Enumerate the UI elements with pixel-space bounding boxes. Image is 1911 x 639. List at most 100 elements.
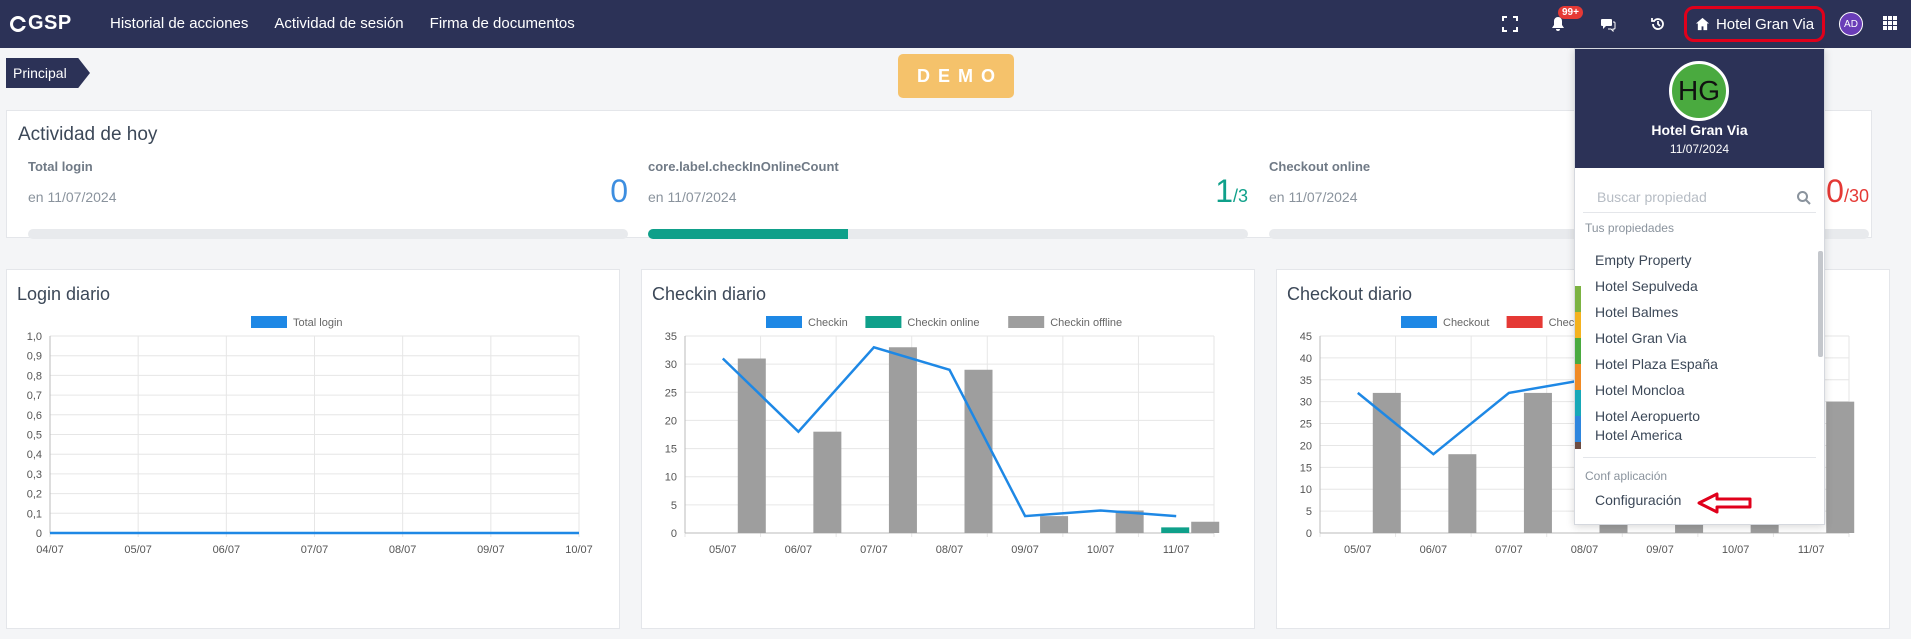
property-color-swatch	[1575, 416, 1581, 442]
y-tick-label: 0,9	[27, 351, 42, 363]
stat-date: en 11/07/2024	[1269, 189, 1358, 205]
section-label-app: Conf aplicación	[1585, 469, 1668, 483]
bar	[1826, 401, 1855, 533]
y-tick-label: 40	[1300, 353, 1312, 365]
bar	[1161, 527, 1190, 533]
y-tick-label: 15	[665, 444, 677, 456]
x-tick-label: 08/07	[936, 544, 964, 556]
x-tick-label: 05/07	[124, 544, 152, 556]
stat-date: en 11/07/2024	[648, 189, 737, 205]
legend-label: Check	[1549, 317, 1581, 329]
property-item-sepulveda[interactable]: Hotel Sepulveda	[1595, 278, 1698, 294]
legend-label: Checkin offline	[1050, 317, 1122, 329]
stat-progress-fill	[648, 229, 848, 239]
legend-label: Total login	[293, 317, 343, 329]
property-date: 11/07/2024	[1669, 142, 1730, 156]
property-item-moncloa[interactable]: Hotel Moncloa	[1595, 382, 1685, 398]
y-tick-label: 0,4	[27, 449, 42, 461]
stat-progress-bar	[1269, 229, 1869, 239]
property-item-aeropuerto[interactable]: Hotel Aeropuerto	[1595, 408, 1701, 424]
y-tick-label: 45	[1300, 331, 1312, 343]
stat-checkin-online: core.label.checkInOnlineCount en 11/07/2…	[648, 159, 1248, 239]
top-navbar: GSP Historial de acciones Actividad de s…	[0, 0, 1911, 48]
property-item-plaza-espana[interactable]: Hotel Plaza España	[1595, 356, 1718, 372]
nav-link-historial[interactable]: Historial de acciones	[110, 15, 249, 32]
y-tick-label: 20	[1300, 440, 1312, 452]
property-list: Empty Property Hotel Sepulveda Hotel Bal…	[1575, 242, 1813, 449]
y-tick-label: 25	[665, 387, 677, 399]
y-tick-label: 35	[1300, 375, 1312, 387]
stat-date: en 11/07/2024	[28, 189, 117, 205]
nav-link-actividad[interactable]: Actividad de sesión	[274, 15, 404, 32]
x-tick-label: 06/07	[1420, 544, 1448, 556]
chat-icon[interactable]	[1598, 14, 1618, 34]
property-item-balmes[interactable]: Hotel Balmes	[1595, 304, 1679, 320]
x-tick-label: 09/07	[1011, 544, 1039, 556]
section-label-properties: Tus propiedades	[1585, 221, 1674, 235]
stat-label: Checkout online	[1269, 159, 1371, 174]
x-tick-label: 11/07	[1163, 544, 1190, 556]
logo-text: GSP	[28, 12, 72, 34]
y-tick-label: 35	[665, 331, 677, 343]
bar	[1523, 392, 1552, 533]
property-color-swatch	[1575, 286, 1581, 312]
property-dropdown: HG Hotel Gran Via 11/07/2024 Buscar prop…	[1574, 48, 1825, 525]
breadcrumb[interactable]: Principal	[6, 58, 90, 88]
legend-swatch	[865, 316, 902, 328]
property-color-swatch	[1575, 338, 1581, 364]
nav-links: Historial de acciones Actividad de sesió…	[110, 15, 575, 32]
y-tick-label: 1,0	[27, 331, 42, 343]
property-selector-button[interactable]: Hotel Gran Via	[1684, 6, 1825, 42]
x-tick-label: 08/07	[389, 544, 417, 556]
property-name: Hotel Gran Via	[1651, 122, 1748, 138]
user-avatar[interactable]: AD	[1839, 12, 1863, 36]
nav-link-firma[interactable]: Firma de documentos	[429, 15, 575, 32]
bell-icon[interactable]	[1548, 14, 1568, 34]
property-color-swatch	[1575, 312, 1581, 338]
stat-progress-bar	[648, 229, 1248, 239]
property-list-scrollbar[interactable]	[1818, 251, 1823, 357]
property-item-america[interactable]: Hotel America	[1595, 427, 1683, 443]
demo-badge: DEMO	[898, 54, 1014, 98]
x-tick-label: 05/07	[709, 544, 737, 556]
y-tick-label: 30	[665, 359, 677, 371]
property-color-swatch	[1575, 390, 1581, 416]
bar	[1040, 516, 1069, 533]
chart-title: Checkout diario	[1287, 284, 1413, 304]
x-tick-label: 10/07	[1722, 544, 1750, 556]
property-item-gran-via[interactable]: Hotel Gran Via	[1595, 330, 1687, 346]
y-tick-label: 0	[36, 528, 42, 540]
legend-label: Checkin	[808, 317, 848, 329]
stat-value: 0	[610, 173, 628, 209]
bar	[1448, 454, 1477, 533]
configuracion-menu-item[interactable]: Configuración	[1595, 492, 1682, 508]
x-tick-label: 05/07	[1344, 544, 1372, 556]
property-search-input[interactable]: Buscar propiedad	[1583, 183, 1816, 213]
stat-value: 1/3	[1215, 173, 1248, 209]
search-icon[interactable]	[1796, 190, 1812, 206]
legend-swatch	[1401, 316, 1437, 328]
y-tick-label: 0,2	[27, 489, 42, 501]
x-tick-label: 09/07	[477, 544, 505, 556]
x-tick-label: 06/07	[213, 544, 241, 556]
y-tick-label: 0	[671, 528, 677, 540]
y-tick-label: 25	[1300, 419, 1312, 431]
legend-swatch	[766, 316, 802, 328]
bar	[1372, 392, 1401, 533]
bar	[964, 369, 993, 533]
y-tick-label: 20	[665, 415, 677, 427]
property-selector-label: Hotel Gran Via	[1715, 15, 1815, 33]
property-item-empty[interactable]: Empty Property	[1595, 252, 1692, 268]
stat-value: 0/30	[1826, 173, 1869, 209]
x-tick-label: 08/07	[1571, 544, 1599, 556]
stat-total-login: Total login en 11/07/2024 0	[28, 159, 628, 239]
property-avatar: HG	[1669, 61, 1729, 121]
app-logo[interactable]: GSP	[10, 12, 72, 35]
logo-icon	[10, 15, 27, 32]
activity-title: Actividad de hoy	[18, 124, 158, 145]
apps-grid-icon[interactable]	[1883, 16, 1897, 30]
fullscreen-icon[interactable]	[1500, 14, 1520, 34]
y-tick-label: 0,8	[27, 370, 42, 382]
stat-progress-bar	[28, 229, 628, 239]
history-icon[interactable]	[1648, 14, 1668, 34]
